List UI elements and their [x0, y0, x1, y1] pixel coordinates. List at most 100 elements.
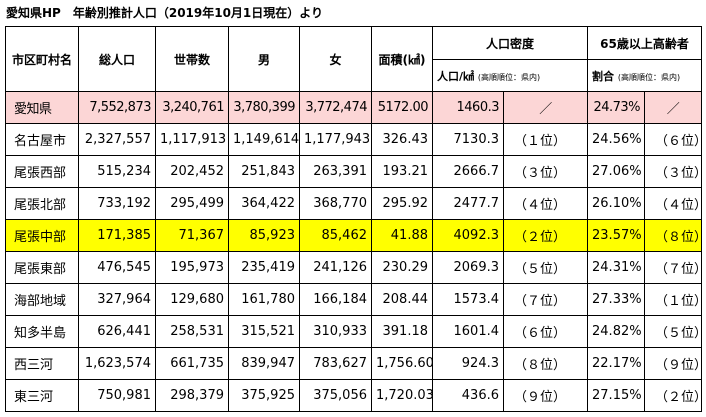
- cell-name: 東三河: [5, 379, 79, 412]
- cell-density: 2069.3: [432, 251, 504, 284]
- cell-name: 知多半島: [5, 315, 79, 348]
- cell-elderly-ratio: 27.33%: [587, 283, 646, 316]
- cell-name: 西三河: [5, 347, 79, 380]
- cell-male: 375,925: [228, 379, 300, 412]
- header-elderly: 65歳以上高齢者: [587, 26, 703, 60]
- cell-elderly-ratio: 27.15%: [587, 379, 646, 412]
- table-row: 東三河 750,981 298,379 375,925 375,056 1,720.03 4…: [5, 379, 703, 412]
- cell-population: 750,981: [78, 379, 156, 412]
- cell-density-rank: （１位）: [502, 123, 589, 156]
- header-elderly-sub: 割合 (高順順位：県内): [587, 59, 703, 92]
- header-density-unit: 人口/㎢: [437, 69, 475, 83]
- table-row: 尾張東部 476,545 195,973 235,419 241,126 230.29 20…: [5, 251, 703, 284]
- cell-density: 2477.7: [432, 187, 504, 220]
- cell-area: 5172.00: [371, 91, 433, 124]
- table-row: 海部地域 327,964 129,680 161,780 166,184 208.44 15…: [5, 283, 703, 316]
- population-table: 市区町村名 総人口 世帯数 男 女 面積(㎢) 人口密度 65歳以上高齢者 人口…: [5, 26, 703, 412]
- cell-female: 1,177,943: [299, 123, 372, 156]
- cell-density: 1460.3: [432, 91, 504, 124]
- cell-male: 364,422: [228, 187, 300, 220]
- cell-households: 195,973: [155, 251, 229, 284]
- cell-population: 1,623,574: [78, 347, 156, 380]
- cell-area: 41.88: [371, 219, 433, 252]
- header-municipality: 市区町村名: [5, 26, 79, 92]
- cell-elderly-ratio: 24.73%: [587, 91, 646, 124]
- cell-density-rank: （７位）: [502, 283, 589, 316]
- cell-density: 436.6: [432, 379, 504, 412]
- cell-female: 375,056: [299, 379, 372, 412]
- cell-elderly-rank: （４位）: [644, 187, 703, 220]
- cell-density-rank: （９位）: [502, 379, 589, 412]
- table-row: 西三河 1,623,574 661,735 839,947 783,627 1,756.6…: [5, 347, 703, 380]
- table-row: 尾張中部 171,385 71,367 85,923 85,462 41.88 4092.3…: [5, 219, 703, 252]
- cell-population: 515,234: [78, 155, 156, 188]
- header-male: 男: [228, 26, 300, 92]
- header-population: 総人口: [78, 26, 156, 92]
- cell-density-rank: （６位）: [502, 315, 589, 348]
- page-title: 愛知県HP 年齢別推計人口（2019年10月1日現在）より: [6, 6, 324, 20]
- table-row: 尾張北部 733,192 295,499 364,422 368,770 295.92 24…: [5, 187, 703, 220]
- cell-name: 尾張中部: [5, 219, 79, 252]
- cell-male: 1,149,614: [228, 123, 300, 156]
- cell-female: 85,462: [299, 219, 372, 252]
- table-row: 知多半島 626,441 258,531 315,521 310,933 391.18 16…: [5, 315, 703, 348]
- header-density-note: (高順順位：県内): [477, 72, 541, 82]
- header-row-top: 市区町村名 総人口 世帯数 男 女 面積(㎢) 人口密度 65歳以上高齢者: [5, 26, 703, 92]
- cell-area: 230.29: [371, 251, 433, 284]
- cell-area: 208.44: [371, 283, 433, 316]
- cell-households: 71,367: [155, 219, 229, 252]
- cell-population: 626,441: [78, 315, 156, 348]
- cell-elderly-rank: （３位）: [644, 155, 703, 188]
- cell-density-rank: （２位）: [502, 219, 589, 252]
- cell-male: 161,780: [228, 283, 300, 316]
- cell-elderly-rank: （８位）: [644, 219, 703, 252]
- cell-elderly-ratio: 27.06%: [587, 155, 646, 188]
- cell-elderly-rank: （６位）: [644, 123, 703, 156]
- header-elderly-unit: 割合: [592, 69, 615, 83]
- cell-elderly-ratio: 26.10%: [587, 187, 646, 220]
- cell-name: 名古屋市: [5, 123, 79, 156]
- cell-male: 3,780,399: [228, 91, 300, 124]
- cell-households: 3,240,761: [155, 91, 229, 124]
- header-female: 女: [299, 26, 372, 92]
- cell-households: 661,735: [155, 347, 229, 380]
- cell-density: 1601.4: [432, 315, 504, 348]
- table-row: 尾張西部 515,234 202,452 251,843 263,391 193.21 26…: [5, 155, 703, 188]
- cell-area: 193.21: [371, 155, 433, 188]
- cell-female: 783,627: [299, 347, 372, 380]
- cell-name: 尾張北部: [5, 187, 79, 220]
- cell-elderly-ratio: 23.57%: [587, 219, 646, 252]
- cell-female: 166,184: [299, 283, 372, 316]
- cell-density: 924.3: [432, 347, 504, 380]
- cell-households: 298,379: [155, 379, 229, 412]
- cell-density-rank: （８位）: [502, 347, 589, 380]
- header-density: 人口密度: [431, 26, 589, 60]
- cell-name: 尾張西部: [5, 155, 79, 188]
- cell-population: 7,552,873: [78, 91, 156, 124]
- cell-area: 391.18: [371, 315, 433, 348]
- header-area: 面積(㎢): [371, 26, 433, 92]
- cell-male: 85,923: [228, 219, 300, 252]
- cell-area: 1,756.60: [371, 347, 433, 380]
- cell-density: 1573.4: [432, 283, 504, 316]
- cell-population: 327,964: [78, 283, 156, 316]
- prefecture-row: 愛知県 7,552,873 3,240,761 3,780,399 3,772,…: [5, 91, 703, 124]
- cell-male: 839,947: [228, 347, 300, 380]
- cell-male: 251,843: [228, 155, 300, 188]
- cell-density: 2666.7: [432, 155, 504, 188]
- cell-density-rank: （５位）: [502, 251, 589, 284]
- cell-density-rank: （３位）: [502, 155, 589, 188]
- header-row-bottom: 人口/㎢ (高順順位：県内) 割合 (高順順位：県内): [6, 59, 703, 92]
- cell-area: 295.92: [371, 187, 433, 220]
- cell-elderly-rank: （１位）: [644, 283, 703, 316]
- cell-density: 4092.3: [432, 219, 504, 252]
- cell-density-rank: （４位）: [502, 187, 589, 220]
- cell-population: 733,192: [78, 187, 156, 220]
- cell-elderly-rank: （５位）: [644, 315, 703, 348]
- cell-density: 7130.3: [432, 123, 504, 156]
- cell-elderly-ratio: 24.56%: [587, 123, 646, 156]
- cell-female: 241,126: [299, 251, 372, 284]
- cell-female: 368,770: [299, 187, 372, 220]
- cell-households: 202,452: [155, 155, 229, 188]
- header-elderly-note: (高順順位：県内): [617, 72, 681, 82]
